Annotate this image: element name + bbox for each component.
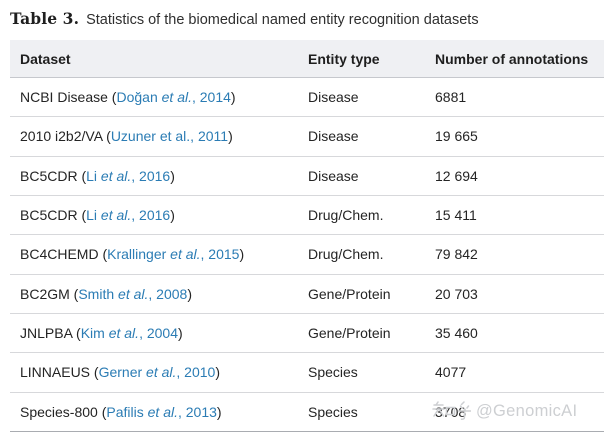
entity-type-cell: Species <box>308 364 358 381</box>
dataset-paren-close: ) <box>178 325 183 342</box>
entity-type-cell: Drug/Chem. <box>308 207 384 224</box>
dataset-cell: JNLPBA (Kim et al., 2004) <box>10 325 308 341</box>
datasets-table: Dataset Entity type Number of annotation… <box>10 40 604 432</box>
table-row: NCBI Disease (Doğan et al., 2014) Diseas… <box>10 78 604 118</box>
zhihu-logo-icon <box>432 401 471 420</box>
table-row: BC4CHEMD (Krallinger et al., 2015) Drug/… <box>10 235 604 275</box>
citation-link[interactable]: Krallinger et al., 2015 <box>107 246 240 263</box>
dataset-paren-close: ) <box>215 364 221 381</box>
table-row: BC5CDR (Li et al., 2016) Disease 12 694 <box>10 156 604 196</box>
dataset-name: Species-800 ( <box>20 403 107 420</box>
table-row: LINNAEUS (Gerner et al., 2010) Species 4… <box>10 353 604 393</box>
watermark-handle: @GenomicAI <box>476 401 578 420</box>
annotations-cell: 79 842 <box>435 246 478 263</box>
dataset-cell: NCBI Disease (Doğan et al., 2014) <box>10 89 308 105</box>
dataset-name: NCBI Disease ( <box>20 89 117 106</box>
citation-link[interactable]: Li et al., 2016 <box>86 207 171 224</box>
table-row: JNLPBA (Kim et al., 2004) Gene/Protein 3… <box>10 313 604 354</box>
dataset-paren-close: ) <box>170 167 175 184</box>
citation-link[interactable]: Pafilis et al., 2013 <box>106 403 217 420</box>
table-row: BC5CDR (Li et al., 2016) Drug/Chem. 15 4… <box>10 195 604 236</box>
dataset-name: LINNAEUS ( <box>20 364 99 381</box>
dataset-paren-close: ) <box>170 207 175 224</box>
entity-type-cell: Disease <box>308 89 359 106</box>
entity-type-cell: Disease <box>308 128 359 145</box>
dataset-cell: LINNAEUS (Gerner et al., 2010) <box>10 364 308 380</box>
citation-link[interactable]: Doğan et al., 2014 <box>116 89 231 106</box>
table-row: BC2GM (Smith et al., 2008) Gene/Protein … <box>10 274 604 314</box>
dataset-cell: 2010 i2b2/VA (Uzuner et al., 2011) <box>10 128 308 144</box>
citation-link[interactable]: Smith et al., 2008 <box>78 285 188 302</box>
table-body: NCBI Disease (Doğan et al., 2014) Diseas… <box>10 78 604 432</box>
dataset-name: 2010 i2b2/VA ( <box>20 128 111 145</box>
column-header-dataset: Dataset <box>20 50 71 67</box>
watermark: @GenomicAI <box>431 401 577 421</box>
dataset-cell: BC5CDR (Li et al., 2016) <box>10 168 308 184</box>
dataset-paren-close: ) <box>230 89 236 106</box>
table-caption-label: Table 3. <box>10 9 80 28</box>
dataset-cell: BC4CHEMD (Krallinger et al., 2015) <box>10 246 308 262</box>
annotations-cell: 6881 <box>435 89 467 106</box>
dataset-cell: Species-800 (Pafilis et al., 2013) <box>10 404 308 420</box>
dataset-name: BC5CDR ( <box>20 167 87 184</box>
table-header-row: Dataset Entity type Number of annotation… <box>10 40 604 78</box>
annotations-cell: 20 703 <box>435 285 478 302</box>
dataset-cell: BC2GM (Smith et al., 2008) <box>10 286 308 302</box>
annotations-cell: 15 411 <box>435 207 477 224</box>
table-row: Species-800 (Pafilis et al., 2013) Speci… <box>10 392 604 432</box>
entity-type-cell: Gene/Protein <box>308 325 391 342</box>
dataset-paren-close: ) <box>187 285 192 302</box>
citation-link[interactable]: Gerner et al., 2010 <box>98 364 216 381</box>
entity-type-cell: Gene/Protein <box>308 285 391 302</box>
dataset-paren-close: ) <box>239 246 245 263</box>
dataset-name: JNLPBA ( <box>20 325 81 342</box>
dataset-name: BC5CDR ( <box>20 207 87 224</box>
annotations-cell: 12 694 <box>435 167 478 184</box>
table-caption-text: Statistics of the biomedical named entit… <box>86 12 479 28</box>
annotations-cell: 19 665 <box>435 128 478 145</box>
annotations-cell: 35 460 <box>435 325 478 342</box>
table-caption: Table 3. Statistics of the biomedical nam… <box>10 9 479 28</box>
column-header-number-of-annotations: Number of annotations <box>435 50 589 67</box>
dataset-paren-close: ) <box>216 403 222 420</box>
citation-link[interactable]: Li et al., 2016 <box>86 167 171 184</box>
entity-type-cell: Disease <box>308 167 359 184</box>
column-header-entity-type: Entity type <box>308 50 380 67</box>
table-row: 2010 i2b2/VA (Uzuner et al., 2011) Disea… <box>10 117 604 157</box>
dataset-paren-close: ) <box>228 128 233 145</box>
entity-type-cell: Drug/Chem. <box>308 246 384 263</box>
dataset-name: BC2GM ( <box>20 285 79 302</box>
dataset-cell: BC5CDR (Li et al., 2016) <box>10 207 308 223</box>
citation-link[interactable]: Kim et al., 2004 <box>80 325 178 342</box>
dataset-name: BC4CHEMD ( <box>20 246 108 263</box>
entity-type-cell: Species <box>308 403 358 420</box>
citation-link[interactable]: Uzuner et al., 2011 <box>110 128 229 145</box>
annotations-cell: 4077 <box>435 364 467 381</box>
